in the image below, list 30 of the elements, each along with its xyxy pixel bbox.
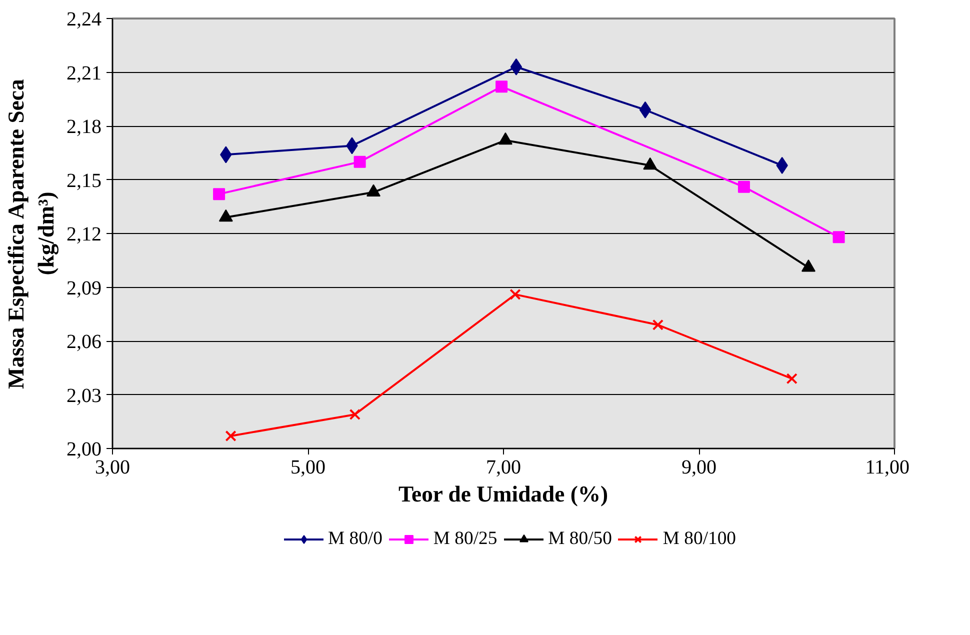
x-tick-label: 7,00 bbox=[486, 456, 521, 478]
point bbox=[786, 373, 798, 384]
point bbox=[496, 80, 508, 93]
point bbox=[510, 58, 522, 76]
point bbox=[510, 288, 521, 300]
legend-label: M 80/0 bbox=[328, 528, 382, 550]
x-tick-label: 5,00 bbox=[290, 456, 326, 478]
y-tick-label: 2,21 bbox=[66, 62, 102, 84]
y-tick-label: 2,06 bbox=[66, 331, 102, 353]
point bbox=[652, 319, 664, 330]
x-axis-title: Teor de Umidade (%) bbox=[398, 482, 608, 506]
x-tick-label: 9,00 bbox=[682, 456, 716, 478]
y-tick-label: 2,24 bbox=[66, 8, 102, 30]
y-tick-label: 2,03 bbox=[66, 384, 102, 407]
legend-label: M 80/25 bbox=[433, 528, 498, 550]
y-tick-label: 2,18 bbox=[66, 116, 102, 138]
point bbox=[354, 156, 366, 168]
point bbox=[738, 180, 750, 193]
y-axis-title: Massa Especifica Aparente Seca (kg/dm³) bbox=[4, 79, 58, 390]
point bbox=[213, 188, 226, 200]
legend-label: M 80/100 bbox=[662, 528, 736, 550]
legend-label: M 80/50 bbox=[548, 528, 612, 550]
point bbox=[349, 408, 361, 420]
point bbox=[832, 231, 845, 244]
point bbox=[225, 430, 236, 442]
x-tick-label: 11,00 bbox=[865, 456, 910, 478]
y-tick-label: 2,09 bbox=[66, 277, 102, 300]
point bbox=[639, 101, 652, 118]
y-tick-label: 2,12 bbox=[66, 224, 102, 246]
y-tick-label: 2,15 bbox=[66, 170, 102, 192]
